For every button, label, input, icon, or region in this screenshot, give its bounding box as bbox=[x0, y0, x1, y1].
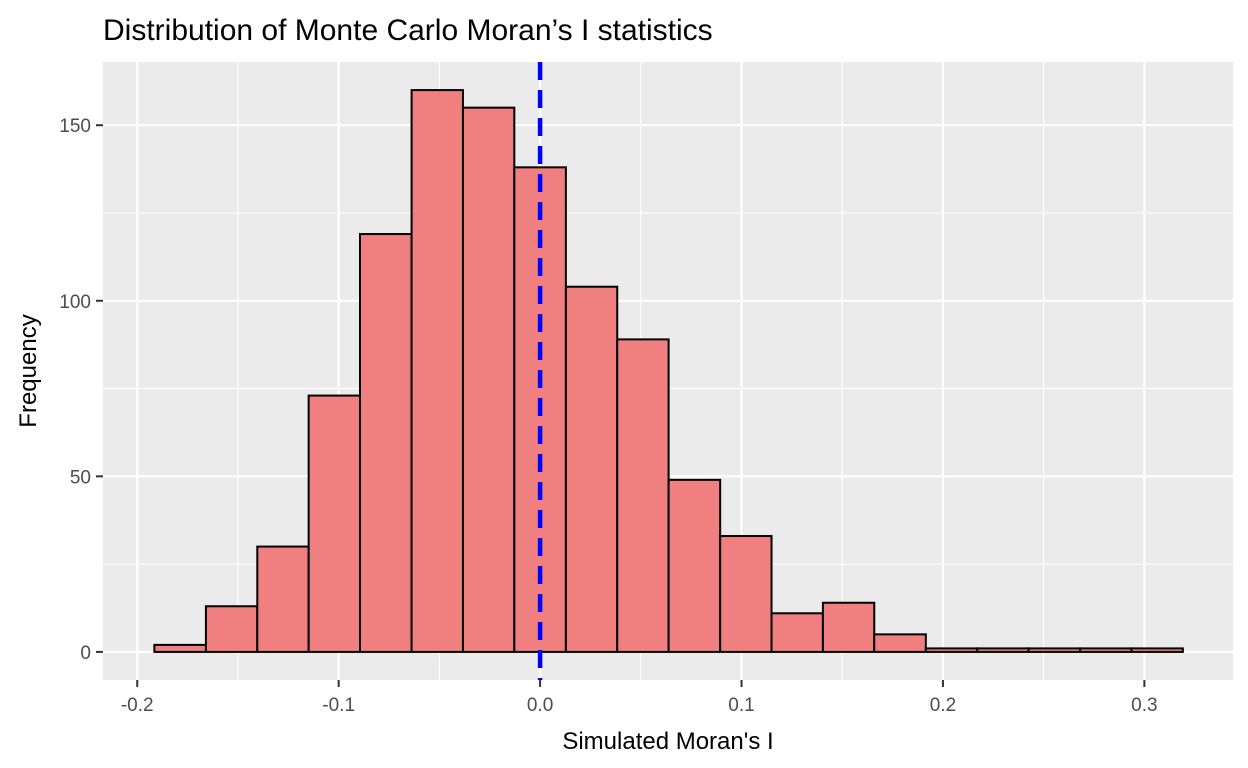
histogram-bar bbox=[1079, 647, 1133, 653]
histogram-bar bbox=[564, 285, 619, 653]
histogram-bar bbox=[924, 647, 979, 653]
y-axis-title: Frequency bbox=[15, 314, 42, 427]
histogram-bar bbox=[821, 601, 876, 653]
histogram-bar bbox=[719, 535, 773, 653]
histogram-bar bbox=[307, 394, 362, 653]
y-tick-label: 0 bbox=[80, 643, 91, 664]
x-tick-label: -0.2 bbox=[121, 695, 154, 716]
histogram-bar bbox=[1130, 647, 1184, 653]
x-tick-label: 0.3 bbox=[1131, 695, 1157, 716]
x-tick-label: 0.0 bbox=[527, 695, 553, 716]
histogram-bar bbox=[976, 647, 1030, 653]
histogram-bar bbox=[1027, 647, 1082, 653]
histogram-bar bbox=[410, 89, 464, 653]
y-tick-label: 100 bbox=[59, 292, 91, 313]
histogram-bar bbox=[153, 643, 207, 653]
chart-title: Distribution of Monte Carlo Moran’s I st… bbox=[103, 14, 713, 47]
x-tick-label: -0.1 bbox=[322, 695, 355, 716]
y-tick-label: 150 bbox=[59, 116, 91, 137]
histogram-bar bbox=[616, 338, 670, 653]
histogram-bar bbox=[667, 478, 722, 653]
histogram-bar bbox=[256, 545, 310, 653]
histogram-bar bbox=[770, 612, 824, 653]
x-tick-label: 0.2 bbox=[930, 695, 956, 716]
histogram-bar bbox=[461, 106, 516, 653]
x-axis: -0.2 -0.1 0.0 0.1 0.2 0.3 bbox=[121, 680, 1158, 716]
histogram-bar bbox=[873, 633, 927, 653]
histogram-bar bbox=[204, 605, 259, 653]
x-axis-title: Simulated Moran's I bbox=[562, 728, 773, 755]
histogram-bar bbox=[359, 233, 413, 653]
x-tick-label: 0.1 bbox=[728, 695, 754, 716]
y-axis: 0 50 100 150 bbox=[59, 116, 103, 664]
y-tick-label: 50 bbox=[70, 467, 91, 488]
